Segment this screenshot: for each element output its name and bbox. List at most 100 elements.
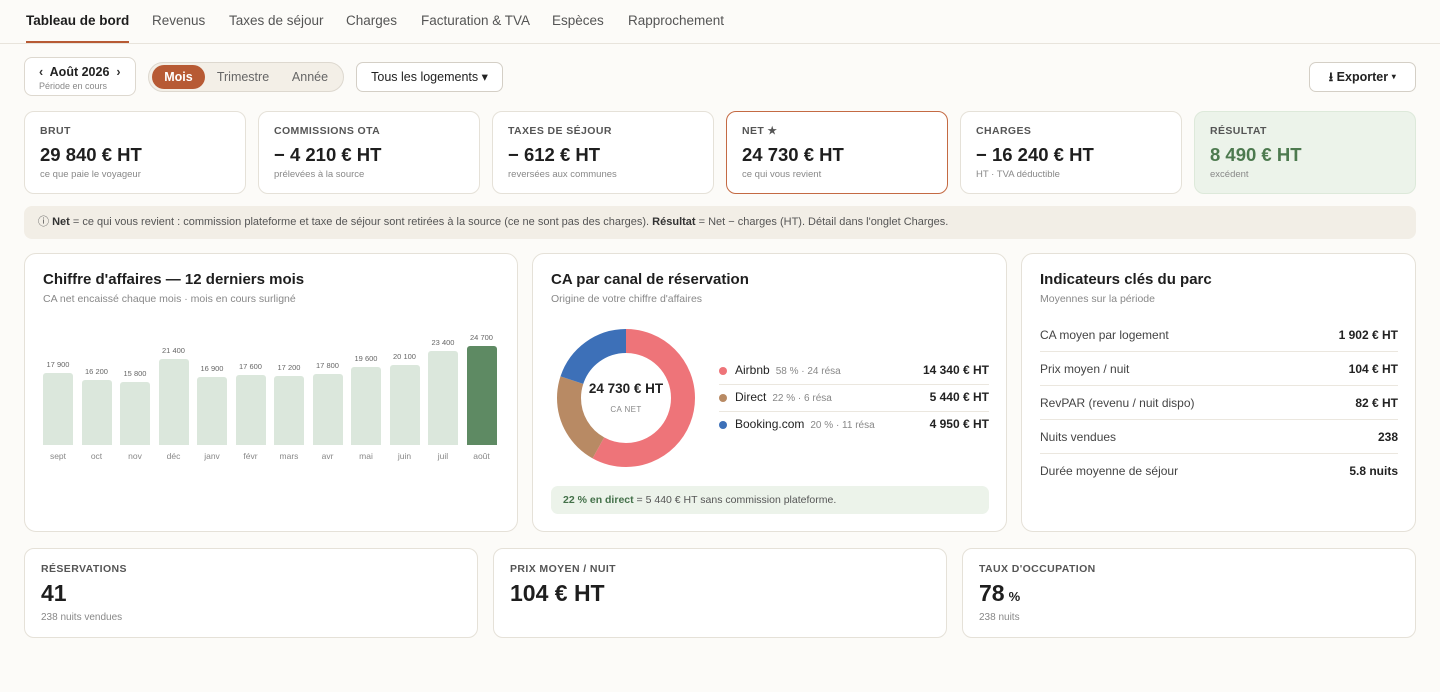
kpi-sub: ce qui vous revient <box>742 169 822 180</box>
tab-taxes-de-sejour[interactable]: Taxes de séjour <box>229 13 324 28</box>
bar-category-label: janv <box>204 451 220 461</box>
bar-value-label: 23 400 <box>431 338 455 348</box>
kpi-value: 29 840 € HT <box>40 144 142 165</box>
bar-value-label: 19 600 <box>354 353 378 363</box>
bar-value-label: 17 900 <box>46 360 70 370</box>
kpi-value: 24 730 € HT <box>742 144 844 165</box>
info-result-term: Résultat <box>652 216 696 228</box>
top-nav: Tableau de bord Revenus Taxes de séjour … <box>0 0 1440 44</box>
indicator-label: RevPAR (revenu / nuit dispo) <box>1040 396 1195 410</box>
segment-trimestre[interactable]: Trimestre <box>216 70 270 84</box>
legend-name: Airbnb 58 % · 24 résa <box>735 363 841 377</box>
kpi-sub: HT · TVA déductible <box>976 169 1060 180</box>
stat-value: 104 € HT <box>510 580 605 606</box>
indicator-value: 82 € HT <box>1355 396 1398 410</box>
tab-revenus[interactable]: Revenus <box>152 13 206 28</box>
bar-value-label: 21 400 <box>162 346 185 356</box>
indicator-row: Nuits vendues 238 <box>1040 420 1398 454</box>
legend-amount: 4 950 € HT <box>929 417 989 431</box>
granularity-toggle: Mois Trimestre Année <box>148 62 344 92</box>
period-selector: ‹ Août 2026 › Période en cours <box>24 57 136 96</box>
info-result-text: = Net − charges (HT). Détail dans l'ongl… <box>695 216 949 228</box>
bar-janv <box>197 377 227 445</box>
bar-category-label: oct <box>90 451 103 461</box>
tab-facturation-tva[interactable]: Facturation & TVA <box>421 13 531 28</box>
indicator-row: Prix moyen / nuit 104 € HT <box>1040 352 1398 386</box>
booking-dot-icon <box>719 421 727 429</box>
bar-category-label: mars <box>279 451 299 461</box>
channel-panel: CA par canal de réservation Origine de v… <box>532 253 1007 532</box>
period-label: Août 2026 <box>49 65 110 79</box>
indicator-value: 1 902 € HT <box>1338 328 1398 342</box>
kpi-value: − 4 210 € HT <box>274 144 382 165</box>
donut-slice-bookingcom <box>557 329 695 467</box>
tab-especes[interactable]: Espèces <box>552 13 604 28</box>
kpi-value: 8 490 € HT <box>1210 144 1302 165</box>
donut-center-label: CA NET <box>610 405 642 414</box>
legend-amount: 14 340 € HT <box>922 363 989 377</box>
legend-row-direct: Direct 22 % · 6 résa 5 440 € HT <box>719 385 989 412</box>
indicator-row: Durée moyenne de séjour 5.8 nuits <box>1040 454 1398 488</box>
chevron-right-icon[interactable]: › <box>116 65 121 79</box>
bar-nov <box>120 381 150 445</box>
indicator-value: 5.8 nuits <box>1349 464 1398 478</box>
panel-sub: Origine de votre chiffre d'affaires <box>551 293 703 305</box>
bar-mars <box>274 376 304 445</box>
indicator-row: RevPAR (revenu / nuit dispo) 82 € HT <box>1040 386 1398 420</box>
kpi-label: RÉSULTAT <box>1210 125 1267 137</box>
stat-sub: 238 nuits vendues <box>41 612 123 623</box>
bar-value-label: 16 900 <box>200 364 224 374</box>
kpi-net: NET ★ 24 730 € HT ce qui vous revient <box>726 111 948 194</box>
bar-category-label: août <box>473 451 490 461</box>
kpi-commissions: COMMISSIONS OTA − 4 210 € HT prélevées à… <box>258 111 480 194</box>
legend-meta: 20 % · 11 résa <box>810 420 875 431</box>
panel-title: Indicateurs clés du parc <box>1040 271 1212 288</box>
kpi-sub: prélevées à la source <box>274 169 365 180</box>
bar-oct <box>81 380 112 445</box>
legend-name: Direct 22 % · 6 résa <box>735 390 832 404</box>
direct-dot-icon <box>719 394 727 402</box>
kpi-label: NET ★ <box>742 125 778 137</box>
indicator-label: Nuits vendues <box>1040 430 1117 444</box>
period-sub: Période en cours <box>39 81 108 91</box>
info-net-text: = ce qui vous revient : commission plate… <box>69 216 653 228</box>
tab-rapprochement[interactable]: Rapprochement <box>628 13 725 28</box>
stat-prix-moyen: PRIX MOYEN / NUIT 104 € HT <box>493 548 947 638</box>
chevron-left-icon[interactable]: ‹ <box>39 65 44 79</box>
stat-label: RÉSERVATIONS <box>41 563 127 575</box>
bar-category-label: nov <box>128 451 142 461</box>
bar-value-label: 17 200 <box>277 363 301 373</box>
kpi-value: − 16 240 € HT <box>976 144 1094 165</box>
bar-août <box>466 346 497 445</box>
panel-sub: Moyennes sur la période <box>1040 293 1155 305</box>
bar-category-label: avr <box>321 451 334 461</box>
panel-title: Chiffre d'affaires — 12 derniers mois <box>43 271 305 288</box>
legend-meta: 58 % · 24 résa <box>775 366 841 377</box>
airbnb-dot-icon <box>719 367 727 375</box>
bar-value-label: 16 200 <box>85 367 108 377</box>
export-button[interactable]: ⭳ Exporter ▾ <box>1309 62 1416 92</box>
revenue-panel: Chiffre d'affaires — 12 derniers mois CA… <box>24 253 518 532</box>
bar-juil <box>428 351 458 445</box>
indicator-value: 104 € HT <box>1348 362 1398 376</box>
bar-category-label: févr <box>243 451 258 461</box>
bar-avr <box>312 373 343 445</box>
stat-label: TAUX D'OCCUPATION <box>979 563 1096 575</box>
channel-donut-chart <box>557 329 695 467</box>
export-label: Exporter ▾ <box>1336 70 1397 84</box>
segment-annee[interactable]: Année <box>291 70 329 84</box>
legend-name: Booking.com 20 % · 11 résa <box>735 417 875 431</box>
bar-category-label: juil <box>437 451 449 461</box>
stat-value: 41 <box>41 580 67 606</box>
bar-category-label: mai <box>359 451 373 461</box>
panel-title: CA par canal de réservation <box>551 271 749 288</box>
kpi-taxes: TAXES DE SÉJOUR − 612 € HT reversées aux… <box>492 111 714 194</box>
kpi-label: CHARGES <box>976 125 1032 137</box>
tab-charges[interactable]: Charges <box>346 13 398 28</box>
panel-sub: CA net encaissé chaque mois · mois en co… <box>43 293 296 305</box>
properties-filter-button[interactable]: Tous les logements ▾ <box>356 62 503 92</box>
bar-juin <box>389 364 420 445</box>
bar-value-label: 17 800 <box>316 360 339 370</box>
tab-tableau-de-bord[interactable]: Tableau de bord <box>26 0 130 43</box>
segment-mois[interactable]: Mois <box>152 65 205 89</box>
